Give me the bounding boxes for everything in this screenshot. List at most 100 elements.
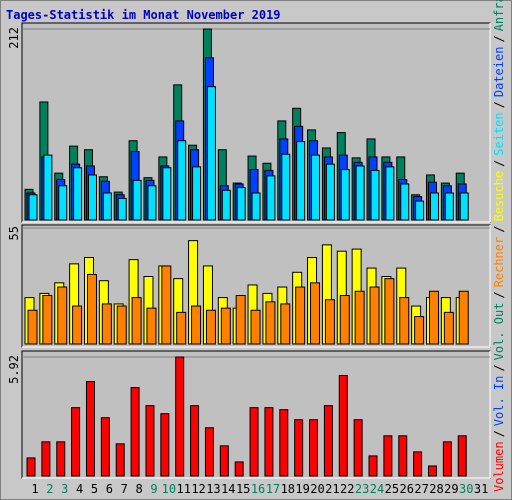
bar [249, 407, 259, 477]
x-tick-label: 14 [221, 482, 235, 496]
bar [73, 167, 83, 221]
x-tick-label: 5 [91, 482, 98, 496]
legend-item: Rechner [492, 237, 506, 288]
bar [413, 451, 423, 477]
bar [87, 174, 97, 221]
x-tick-label: 13 [206, 482, 220, 496]
bar [26, 457, 36, 477]
x-tick-label: 30 [459, 482, 473, 496]
legend-separator: / [492, 291, 506, 298]
bar [443, 311, 454, 345]
bar [384, 278, 395, 345]
bar [457, 435, 467, 477]
bar [323, 405, 333, 477]
legend-separator: / [492, 160, 506, 167]
x-tick-label: 11 [176, 482, 190, 496]
bar [250, 309, 261, 345]
bar [368, 455, 378, 477]
legend: Volumen / Vol. In / Vol. Out / Rechner / Besuche… [492, 0, 506, 492]
bar [398, 435, 408, 477]
chart-title: Tages-Statistik im Monat November 2019 [6, 8, 281, 22]
bar [399, 297, 410, 345]
bar [58, 185, 68, 221]
bar [311, 154, 321, 221]
bar [28, 194, 38, 221]
bar [192, 166, 202, 221]
x-tick-label: 22 [340, 482, 354, 496]
bar [220, 307, 231, 345]
x-tick-label: 31 [474, 482, 488, 496]
bar [176, 311, 187, 345]
bar [266, 175, 276, 221]
bar [27, 309, 38, 345]
x-tick-label: 27 [414, 482, 428, 496]
bar [385, 166, 395, 221]
bar [325, 163, 335, 221]
bar [162, 167, 172, 221]
x-tick-label: 8 [135, 482, 142, 496]
bar [400, 183, 410, 221]
bar [146, 307, 157, 345]
bar [190, 405, 200, 477]
bar [442, 441, 452, 477]
bar [102, 192, 112, 221]
x-tick-label: 3 [61, 482, 68, 496]
bar [340, 169, 350, 221]
bar [280, 303, 291, 345]
x-tick-label: 28 [429, 482, 443, 496]
bar [369, 286, 380, 345]
x-tick-label: 20 [310, 482, 324, 496]
x-tick-label: 18 [281, 482, 295, 496]
x-tick-label: 1 [31, 482, 38, 496]
bar [383, 435, 393, 477]
bar [279, 409, 289, 477]
bar [458, 290, 469, 345]
bar [219, 445, 229, 477]
bar [117, 197, 127, 221]
bar [264, 407, 274, 477]
legend-item: Vol. Out [492, 303, 506, 361]
y-tick-label: 5.92 [7, 355, 21, 384]
x-tick-label: 6 [106, 482, 113, 496]
bar [370, 169, 380, 221]
y-tick-label: 55 [7, 226, 21, 240]
x-tick-label: 23 [355, 482, 369, 496]
bar [41, 441, 51, 477]
legend-item: Volumen [492, 441, 506, 492]
x-tick-label: 2 [46, 482, 53, 496]
bar [281, 153, 291, 221]
bar [42, 294, 53, 345]
bar [204, 427, 214, 477]
x-tick-label: 12 [191, 482, 205, 496]
bar [101, 303, 112, 345]
bar [100, 417, 110, 477]
bar [177, 140, 187, 221]
bar [145, 405, 155, 477]
bar [71, 407, 81, 477]
bar [86, 273, 97, 345]
bar [338, 374, 348, 477]
legend-separator: / [492, 364, 506, 371]
bar [85, 381, 95, 477]
x-tick-label: 10 [162, 482, 176, 496]
bar [444, 192, 454, 221]
bar [72, 305, 83, 345]
x-tick-label: 15 [236, 482, 250, 496]
bar [236, 187, 246, 221]
bar [414, 316, 425, 345]
bar [427, 465, 437, 477]
bar [296, 141, 306, 221]
legend-item: Dateien [492, 47, 506, 98]
bar [175, 356, 185, 477]
x-tick-label: 25 [385, 482, 399, 496]
x-tick-label: 7 [121, 482, 128, 496]
bar [130, 387, 140, 477]
bar [339, 294, 350, 345]
x-tick-label: 17 [266, 482, 280, 496]
y-tick-label: 212 [7, 27, 21, 49]
bar [191, 305, 202, 345]
bar [205, 309, 216, 345]
bar [161, 265, 172, 345]
bar [294, 419, 304, 477]
